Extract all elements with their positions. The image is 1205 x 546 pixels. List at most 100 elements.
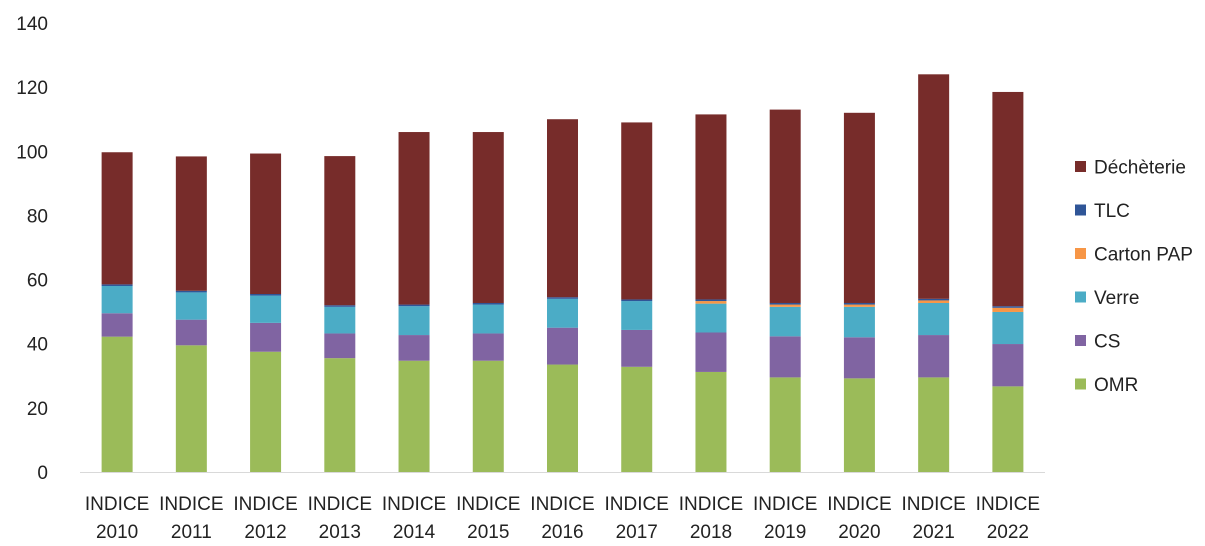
bar-segment-cs <box>695 332 727 372</box>
bar-stacks <box>101 74 1024 472</box>
y-tick-label: 120 <box>16 78 48 99</box>
bar-stack <box>175 156 207 472</box>
bar-stack <box>398 132 430 472</box>
bar-segment-tlc <box>769 302 801 305</box>
bar-segment-tlc <box>695 299 727 302</box>
bar-segment-d-ch-terie <box>621 122 653 300</box>
x-tick-label-line: INDICE <box>605 494 669 515</box>
bar-segment-cs <box>324 333 356 359</box>
bar-segment-d-ch-terie <box>843 112 875 303</box>
bar-segment-tlc <box>843 302 875 305</box>
legend-item: CS <box>1075 332 1120 353</box>
legend: Déchèterie TLC Carton PAP Verre CS OMR <box>1075 158 1193 396</box>
bar-segment-d-ch-terie <box>769 109 801 303</box>
bar-segment-tlc <box>472 302 504 305</box>
legend-swatch <box>1075 248 1086 259</box>
x-tick-label-line: 2021 <box>913 522 955 541</box>
bar-segment-verre <box>695 303 727 333</box>
bar-segment-cs <box>472 333 504 361</box>
x-axis: INDICE 2010 INDICE 2011 INDICE 2012 INDICE 2013… <box>80 472 1045 543</box>
bar-segment-omr <box>398 360 430 472</box>
bar-segment-verre <box>547 298 578 328</box>
bar-segment-cs <box>398 335 430 361</box>
bar-segment-cs <box>547 327 578 365</box>
x-tick-label: INDICE 2014 <box>382 494 446 541</box>
x-tick-label-line: 2011 <box>171 522 212 541</box>
x-tick-label: INDICE 2021 <box>901 494 965 541</box>
bar-segment-carton-pap <box>769 304 801 307</box>
legend-label: Carton PAP <box>1094 245 1193 266</box>
bar-segment-verre <box>324 306 356 334</box>
x-tick-label: INDICE 2017 <box>605 494 669 541</box>
x-tick-label-line: 2014 <box>393 522 436 541</box>
bar-stack <box>695 114 727 472</box>
bar-segment-verre <box>843 306 875 338</box>
x-tick-label-line: 2012 <box>244 522 286 541</box>
bar-segment-cs <box>918 335 950 378</box>
bar-segment-tlc <box>101 284 133 286</box>
legend-item: Carton PAP <box>1075 245 1193 266</box>
x-tick-label-line: 2020 <box>838 522 880 541</box>
bar-segment-cs <box>843 337 875 379</box>
y-tick-label: 0 <box>37 463 48 484</box>
bar-stack <box>472 132 504 472</box>
legend-label: CS <box>1094 332 1120 353</box>
bar-segment-verre <box>621 301 653 330</box>
legend-swatch <box>1075 335 1086 346</box>
x-tick-label: INDICE 2020 <box>827 494 891 541</box>
bar-segment-tlc <box>398 304 430 307</box>
bar-segment-cs <box>175 319 207 346</box>
bar-segment-d-ch-terie <box>398 132 430 305</box>
y-tick-label: 40 <box>27 335 48 356</box>
bar-segment-omr <box>992 386 1024 472</box>
bar-segment-verre <box>769 306 801 337</box>
x-tick-label: INDICE 2013 <box>308 494 372 541</box>
x-tick-label-line: INDICE <box>456 494 520 515</box>
x-tick-label-line: INDICE <box>382 494 446 515</box>
x-tick-label-line: INDICE <box>753 494 817 515</box>
x-tick-label: INDICE 2016 <box>530 494 594 541</box>
bar-segment-omr <box>918 377 950 472</box>
x-tick-label-line: 2010 <box>96 522 138 541</box>
bar-segment-omr <box>175 345 207 472</box>
bar-segment-omr <box>769 377 801 472</box>
legend-swatch <box>1075 204 1086 216</box>
bar-segment-verre <box>175 292 207 320</box>
bar-segment-verre <box>992 311 1024 345</box>
bar-segment-omr <box>621 366 653 472</box>
x-tick-label-line: INDICE <box>976 494 1040 515</box>
bar-segment-carton-pap <box>843 304 875 307</box>
x-tick-label: INDICE 2011 <box>159 494 223 541</box>
legend-item: Verre <box>1075 288 1139 309</box>
legend-swatch <box>1075 291 1086 303</box>
bar-stack <box>918 74 950 472</box>
legend-swatch <box>1075 161 1086 172</box>
bar-segment-verre <box>101 285 133 314</box>
legend-swatch <box>1075 378 1086 390</box>
bar-segment-carton-pap <box>992 307 1024 312</box>
bar-segment-tlc <box>621 299 653 302</box>
bar-segment-omr <box>843 378 875 472</box>
bar-segment-d-ch-terie <box>324 156 356 306</box>
x-tick-label-line: INDICE <box>308 494 372 515</box>
x-tick-label-line: 2022 <box>987 522 1029 541</box>
bar-segment-cs <box>769 336 801 378</box>
bar-segment-tlc <box>992 306 1024 308</box>
bar-stack <box>547 119 578 472</box>
bar-segment-tlc <box>547 297 578 299</box>
x-tick-label-line: INDICE <box>827 494 891 515</box>
bar-segment-carton-pap <box>918 300 950 303</box>
bar-segment-d-ch-terie <box>472 132 504 303</box>
y-tick-label: 100 <box>16 142 48 163</box>
bar-segment-omr <box>547 364 578 472</box>
bar-segment-verre <box>250 295 282 323</box>
bar-segment-omr <box>250 351 282 472</box>
legend-label: Verre <box>1094 288 1139 309</box>
legend-item: TLC <box>1075 201 1130 222</box>
legend-label: OMR <box>1094 375 1138 396</box>
x-tick-label-line: INDICE <box>679 494 743 515</box>
bar-segment-omr <box>324 358 356 472</box>
bar-segment-cs <box>101 313 133 337</box>
